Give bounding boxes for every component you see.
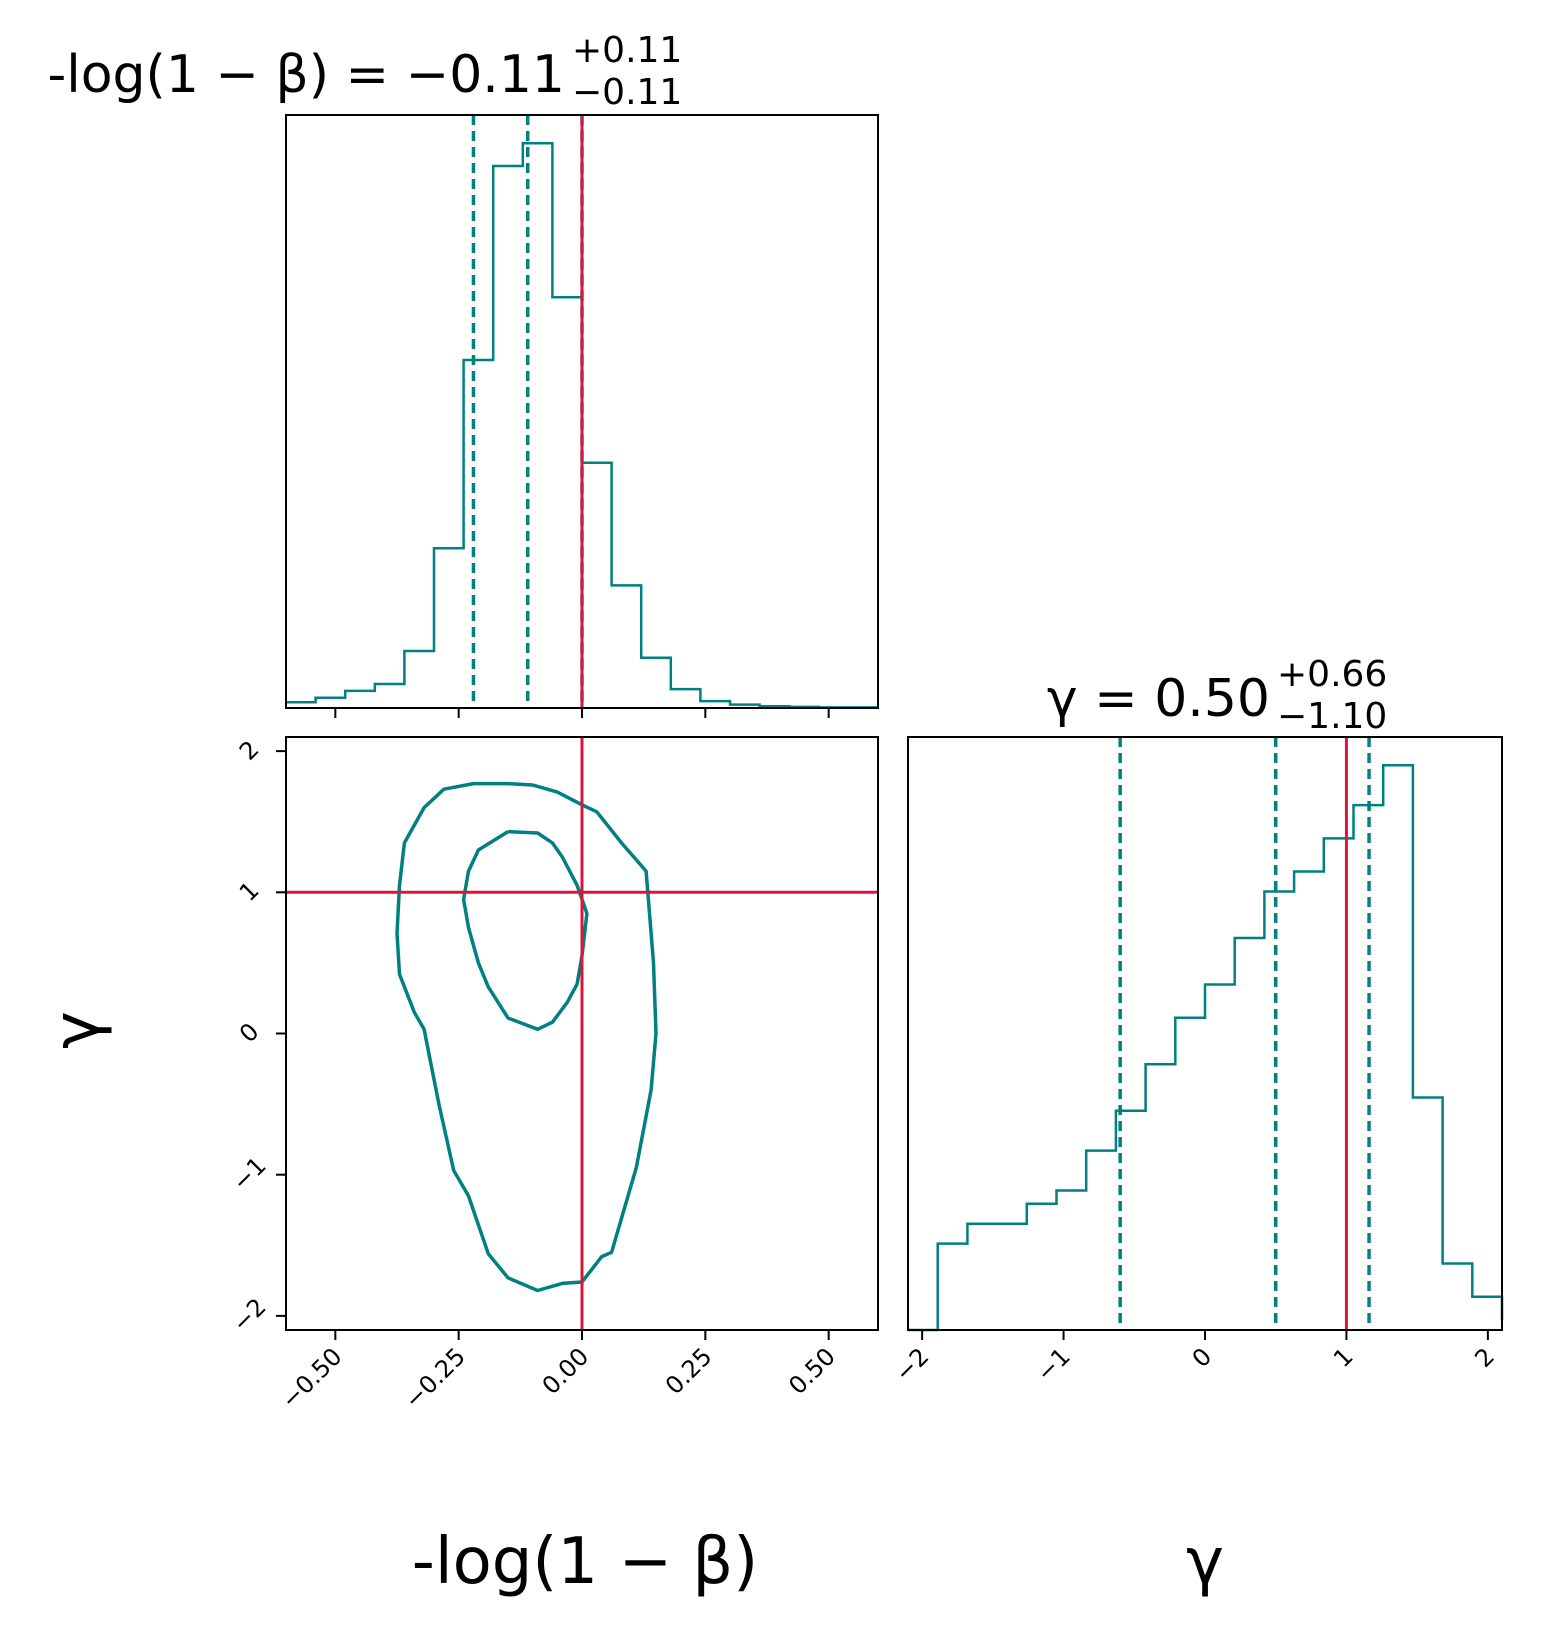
- gamma-bin: [997, 1224, 1027, 1330]
- beta-bin: [641, 658, 671, 708]
- gamma-bin: [1057, 1190, 1087, 1330]
- joint-ticks: −0.50 −0.25 0.00 0.25 0.50 −2 −1 0 1 2: [227, 735, 841, 1414]
- beta-bin: [434, 548, 464, 708]
- gamma-bin: [1264, 891, 1294, 1330]
- gamma-bin: [1086, 1151, 1116, 1330]
- joint-xtick-label: −0.25: [399, 1342, 471, 1414]
- gamma-bin: [1175, 1018, 1205, 1330]
- contour-inner: [461, 829, 589, 1032]
- joint-xtick-label: 0.25: [660, 1342, 718, 1400]
- gamma-xtick-label: −2: [890, 1342, 935, 1387]
- gamma-bin: [1146, 1064, 1176, 1330]
- x-axis-label-gamma: γ: [1186, 1525, 1224, 1599]
- beta-bin: [671, 689, 701, 708]
- beta-title-upper-error: +0.11: [572, 30, 682, 71]
- beta-bin: [404, 651, 434, 708]
- joint-contour-panel: −0.50 −0.25 0.00 0.25 0.50 −2 −1 0 1 2 -log(1 − β…: [40, 735, 879, 1599]
- gamma-marginal-panel: γ = 0.50 +0.66 −1.10 −2 −1 0 1 2 γ: [890, 654, 1504, 1599]
- gamma-bin: [1443, 1264, 1473, 1330]
- joint-ytick-label: −2: [227, 1293, 272, 1338]
- gamma-bin: [1294, 872, 1324, 1330]
- joint-ytick-label: 2: [234, 735, 265, 766]
- gamma-bin: [1413, 1097, 1443, 1330]
- gamma-bin: [1205, 984, 1235, 1330]
- gamma-bin: [1324, 838, 1354, 1330]
- gamma-bin: [938, 1244, 968, 1330]
- beta-marginal-xticks: [334, 708, 830, 718]
- beta-marginal-panel: -log(1 − β) = −0.11 +0.11 −0.11: [48, 30, 879, 718]
- gamma-bin: [1383, 765, 1413, 1330]
- gamma-xtick-label: 0: [1187, 1342, 1218, 1373]
- beta-title-lower-error: −0.11: [572, 72, 682, 113]
- gamma-marginal-title: γ = 0.50: [1047, 669, 1270, 729]
- gamma-bin: [1472, 1297, 1502, 1330]
- gamma-title-lower-error: −1.10: [1277, 696, 1387, 737]
- beta-histogram-marks: [286, 115, 878, 709]
- gamma-bin: [1235, 938, 1265, 1330]
- beta-bin: [316, 698, 346, 708]
- x-axis-label-beta: -log(1 − β): [412, 1525, 758, 1599]
- gamma-bin: [1027, 1204, 1057, 1330]
- contour-outer: [395, 781, 658, 1293]
- gamma-histogram-step: [908, 763, 1504, 1332]
- beta-bin: [493, 166, 523, 708]
- beta-bin: [582, 463, 612, 708]
- beta-bin: [552, 297, 582, 708]
- gamma-title-upper-error: +0.66: [1277, 654, 1387, 695]
- beta-bin: [375, 684, 405, 708]
- beta-bin: [464, 360, 494, 708]
- gamma-xtick-label: −1: [1031, 1342, 1076, 1387]
- gamma-marginal-xticks: −2 −1 0 1 2: [890, 1330, 1500, 1387]
- gamma-xtick-label: 1: [1328, 1342, 1359, 1373]
- joint-contour-marks: [286, 737, 878, 1330]
- beta-bin: [612, 585, 642, 708]
- gamma-histogram-marks: [908, 737, 1504, 1332]
- joint-ytick-label: 0: [234, 1017, 265, 1048]
- joint-ytick-label: 1: [234, 876, 265, 907]
- joint-xtick-label: 0.00: [537, 1342, 595, 1400]
- joint-xtick-label: −0.50: [276, 1342, 348, 1414]
- gamma-xtick-label: 2: [1469, 1342, 1500, 1373]
- beta-bin: [345, 691, 375, 708]
- y-axis-label-gamma: γ: [40, 1011, 114, 1049]
- gamma-bin: [967, 1224, 997, 1330]
- joint-ytick-label: −1: [227, 1152, 272, 1197]
- beta-marginal-title: -log(1 − β) = −0.11: [48, 45, 566, 105]
- joint-xtick-label: 0.50: [783, 1342, 841, 1400]
